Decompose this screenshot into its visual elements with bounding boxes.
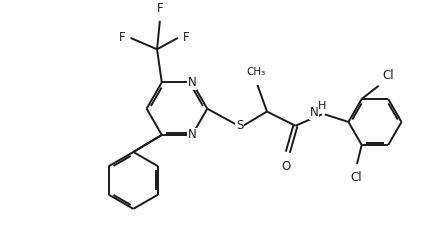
Text: F: F (183, 31, 189, 45)
Text: F: F (119, 31, 126, 45)
Text: N: N (310, 106, 318, 119)
Text: CH₃: CH₃ (246, 67, 265, 77)
Text: S: S (236, 119, 243, 132)
Text: Cl: Cl (350, 171, 362, 184)
Text: O: O (281, 160, 290, 173)
Text: Cl: Cl (382, 69, 394, 82)
Text: N: N (188, 129, 196, 141)
Text: H: H (318, 101, 326, 111)
Text: N: N (188, 76, 196, 89)
Text: F: F (156, 2, 163, 15)
